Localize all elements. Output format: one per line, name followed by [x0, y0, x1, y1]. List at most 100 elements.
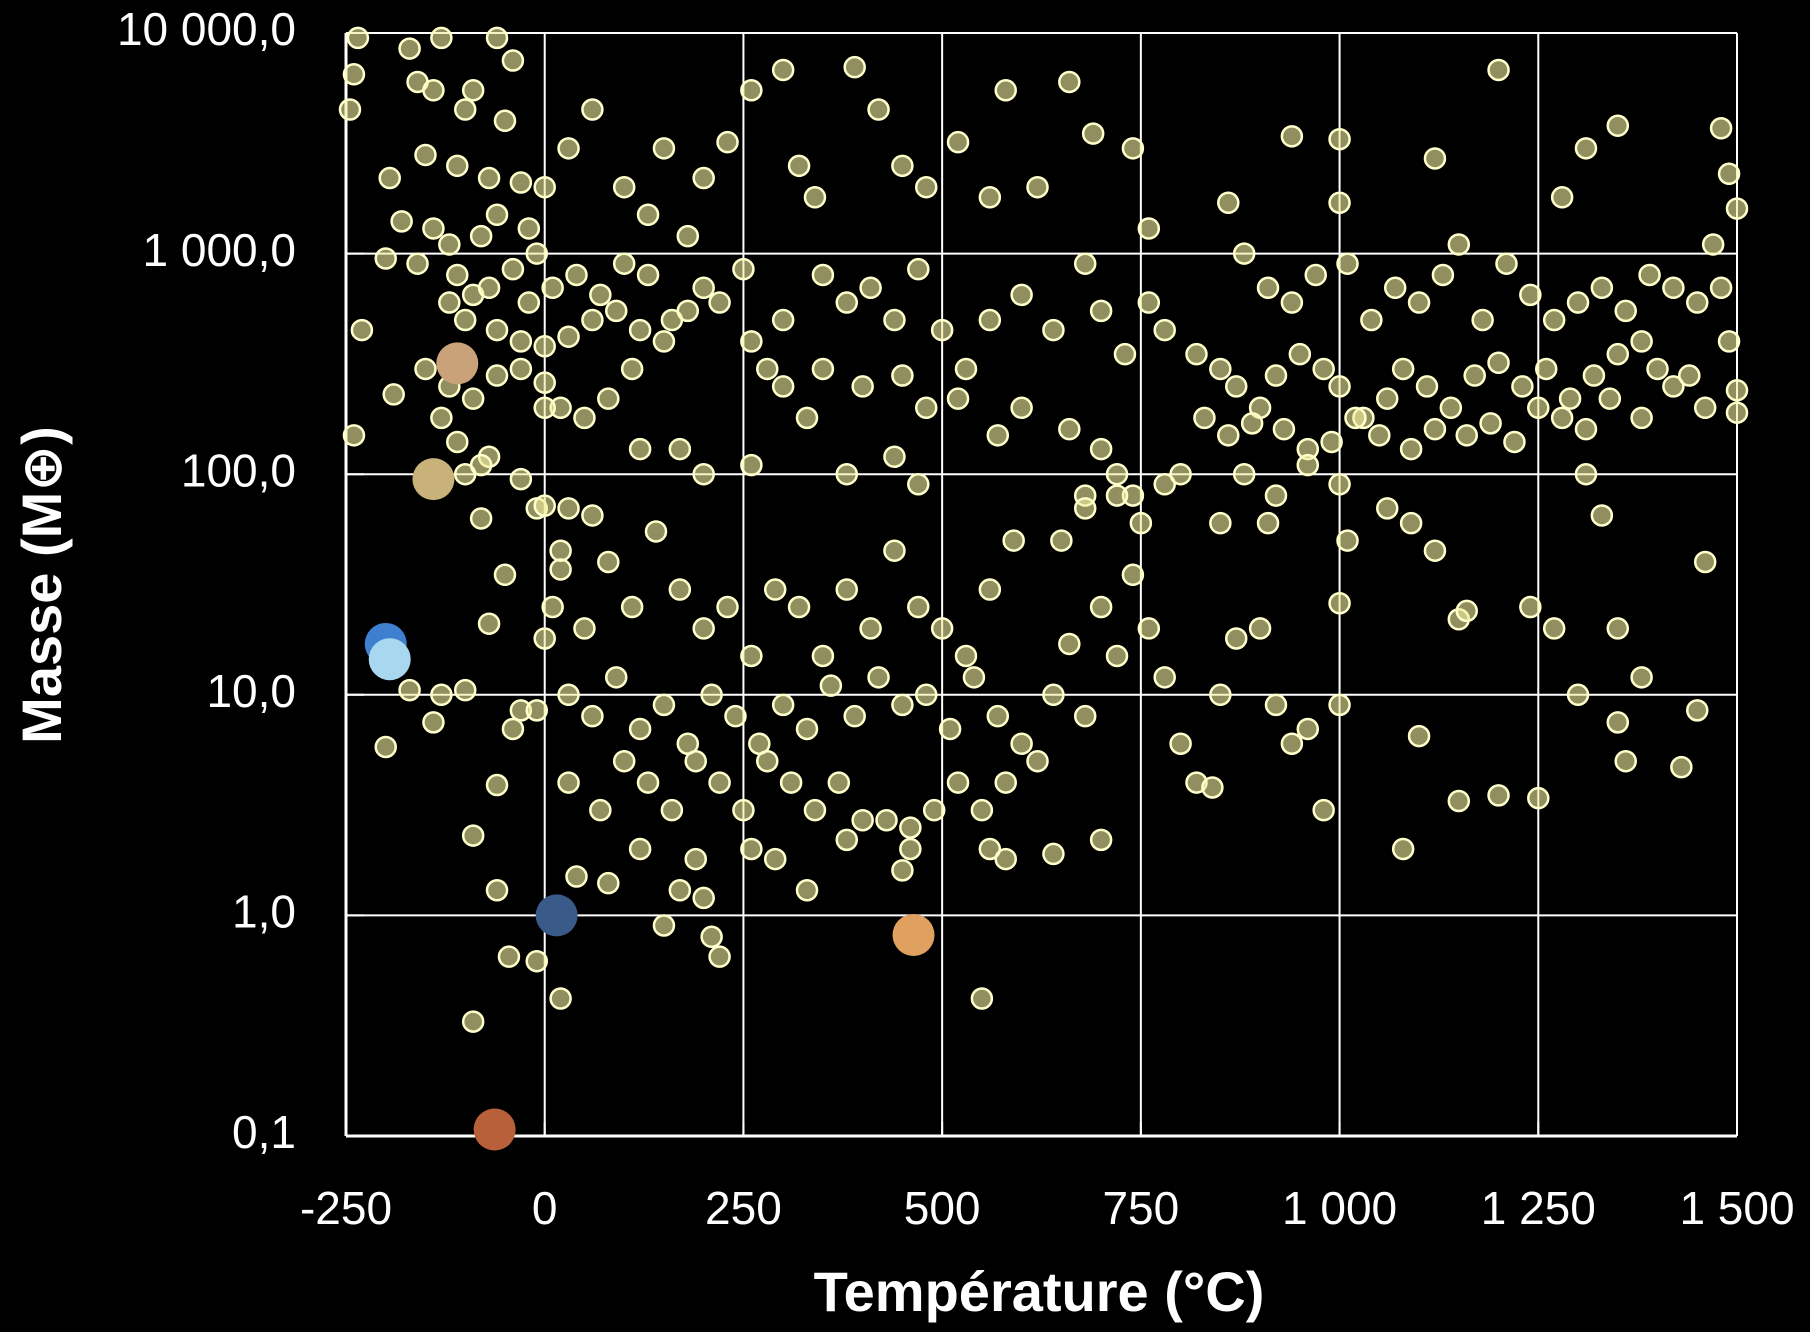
y-tick-label: 1 000,0: [143, 224, 296, 276]
point: [732, 798, 755, 822]
point: [485, 773, 509, 797]
point: [374, 247, 397, 270]
point: [1614, 299, 1637, 323]
point: [1519, 283, 1542, 307]
point: [1455, 599, 1478, 623]
x-tick-label: 250: [705, 1182, 782, 1234]
point: [1328, 375, 1351, 398]
point: [581, 504, 604, 527]
point: [1137, 617, 1161, 640]
point: [378, 166, 401, 190]
point: [446, 430, 469, 454]
point: [549, 539, 572, 562]
point: [1527, 396, 1550, 420]
point: [1010, 732, 1033, 755]
point: [1344, 406, 1367, 430]
x-axis-title: Température (°C): [814, 1260, 1265, 1323]
point: [1725, 379, 1749, 402]
planet: [892, 913, 935, 956]
point: [1693, 550, 1717, 574]
point: [811, 263, 835, 287]
point: [430, 683, 453, 707]
x-tick-label: 750: [1102, 1182, 1179, 1234]
point: [517, 217, 541, 240]
point: [589, 283, 612, 307]
point: [700, 683, 723, 707]
x-tick-label: -250: [300, 1182, 392, 1234]
point: [891, 154, 914, 178]
point: [692, 166, 715, 190]
point: [1598, 387, 1622, 410]
point: [692, 886, 715, 910]
point: [756, 749, 779, 773]
point: [557, 497, 580, 520]
point: [525, 949, 549, 973]
point: [525, 242, 549, 265]
point: [597, 387, 620, 410]
point: [803, 798, 827, 822]
point: [946, 130, 970, 154]
point: [453, 308, 477, 332]
point: [1105, 462, 1129, 486]
point: [430, 26, 453, 50]
point: [533, 396, 556, 420]
x-tick-label: 1 500: [1679, 1182, 1794, 1234]
y-tick-label: 0,1: [232, 1106, 296, 1158]
point: [994, 847, 1017, 871]
point: [692, 617, 715, 640]
point: [1058, 632, 1081, 656]
point: [461, 79, 485, 102]
point: [914, 175, 938, 199]
point: [835, 291, 859, 314]
point: [771, 308, 795, 332]
point: [1272, 417, 1296, 441]
point: [652, 330, 676, 353]
point: [557, 325, 580, 348]
point: [597, 550, 620, 574]
point: [1081, 122, 1105, 145]
x-tick-label: 1 000: [1282, 1182, 1397, 1234]
point: [1471, 308, 1494, 332]
point: [1423, 539, 1447, 562]
point: [1320, 430, 1343, 454]
point: [771, 58, 795, 82]
point: [1058, 417, 1081, 441]
point: [1463, 364, 1486, 387]
point: [1201, 776, 1224, 799]
point: [1073, 252, 1097, 275]
point: [1042, 842, 1065, 866]
point: [1534, 357, 1558, 381]
point: [668, 437, 692, 461]
point: [1376, 497, 1399, 520]
point: [1193, 406, 1216, 430]
point: [628, 717, 652, 741]
point: [1089, 595, 1113, 619]
point: [628, 437, 652, 461]
point: [406, 252, 429, 275]
point: [477, 166, 501, 190]
point: [1058, 70, 1081, 94]
point: [1495, 252, 1518, 275]
point: [1209, 683, 1232, 707]
point: [1662, 276, 1685, 300]
point: [485, 364, 509, 387]
point: [1519, 595, 1542, 619]
point: [557, 683, 580, 707]
point: [549, 987, 572, 1010]
point: [1725, 197, 1749, 220]
point: [1121, 563, 1145, 587]
point: [1542, 308, 1566, 332]
point: [1121, 137, 1145, 160]
point: [771, 375, 795, 398]
point: [382, 383, 405, 406]
point: [565, 263, 588, 287]
point: [938, 717, 962, 741]
point: [525, 699, 549, 722]
point: [668, 578, 692, 601]
point: [628, 837, 652, 861]
point: [541, 595, 564, 619]
point: [1646, 357, 1669, 381]
x-tick-label: 1 250: [1481, 1182, 1596, 1234]
point: [1153, 666, 1176, 689]
